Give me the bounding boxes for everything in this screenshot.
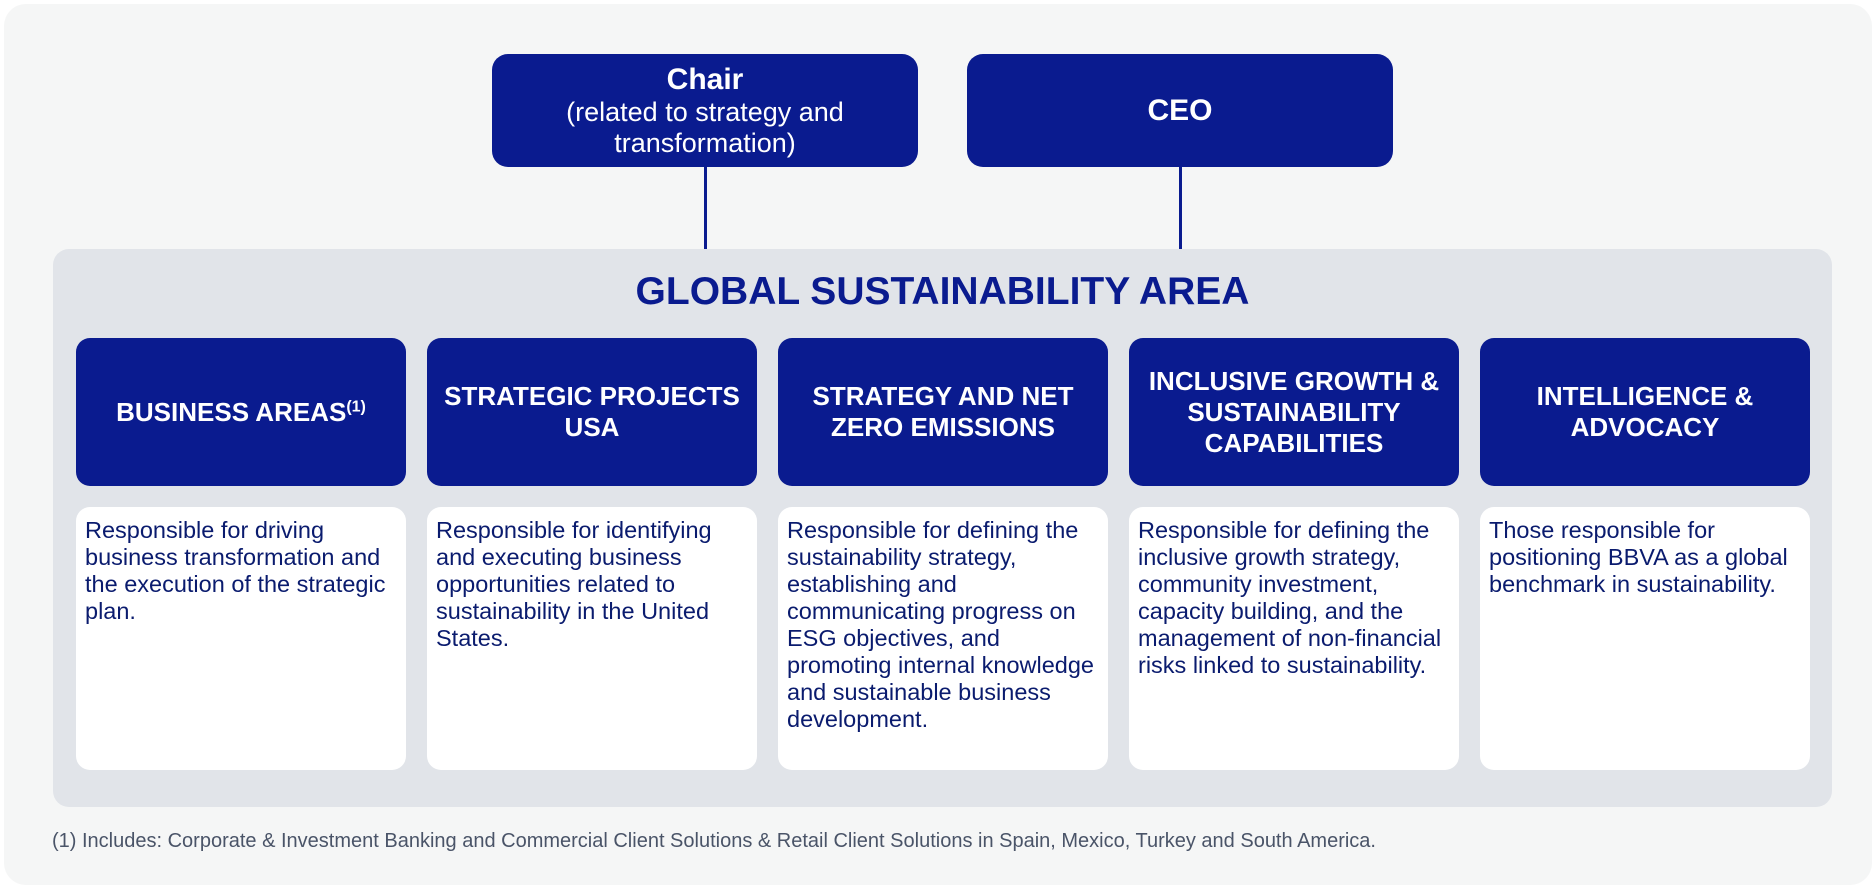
column-heading: INTELLIGENCE & ADVOCACY xyxy=(1480,338,1810,486)
chair-subtitle: (related to strategy and transformation) xyxy=(566,96,844,158)
footnote: (1) Includes: Corporate & Investment Ban… xyxy=(52,830,1376,852)
ceo-title: CEO xyxy=(1147,93,1213,127)
column-description: Responsible for defining the inclusive g… xyxy=(1129,507,1459,770)
column-heading-text: STRATEGY AND NET ZERO EMISSIONS xyxy=(812,381,1074,442)
ceo-box: CEO xyxy=(967,54,1393,167)
column-description: Those responsible for positioning BBVA a… xyxy=(1480,507,1810,770)
column-business-areas: BUSINESS AREAS(1) Responsible for drivin… xyxy=(76,338,406,770)
column-description: Responsible for defining the sustainabil… xyxy=(778,507,1108,770)
column-strategic-projects-usa: STRATEGIC PROJECTS USA Responsible for i… xyxy=(427,338,757,770)
column-strategy-net-zero: STRATEGY AND NET ZERO EMISSIONS Responsi… xyxy=(778,338,1108,770)
column-heading: STRATEGY AND NET ZERO EMISSIONS xyxy=(778,338,1108,486)
column-description: Responsible for driving business transfo… xyxy=(76,507,406,770)
chair-connector-line xyxy=(704,167,707,250)
column-heading: BUSINESS AREAS(1) xyxy=(76,338,406,486)
ceo-connector-line xyxy=(1179,167,1182,250)
column-heading-text: INCLUSIVE GROWTH & SUSTAINABILITY CAPABI… xyxy=(1148,365,1440,458)
column-heading-text: STRATEGIC PROJECTS USA xyxy=(444,381,740,442)
column-heading: STRATEGIC PROJECTS USA xyxy=(427,338,757,486)
column-heading: INCLUSIVE GROWTH & SUSTAINABILITY CAPABI… xyxy=(1129,338,1459,486)
footnote-marker: (1) xyxy=(346,397,366,415)
global-sustainability-area-panel: GLOBAL SUSTAINABILITY AREA BUSINESS AREA… xyxy=(53,249,1832,807)
chair-box: Chair (related to strategy and transform… xyxy=(492,54,918,167)
chair-title: Chair xyxy=(666,62,744,96)
column-description: Responsible for identifying and executin… xyxy=(427,507,757,770)
column-heading-text: INTELLIGENCE & ADVOCACY xyxy=(1536,381,1754,442)
column-inclusive-growth: INCLUSIVE GROWTH & SUSTAINABILITY CAPABI… xyxy=(1129,338,1459,770)
area-title: GLOBAL SUSTAINABILITY AREA xyxy=(635,270,1250,313)
column-intelligence-advocacy: INTELLIGENCE & ADVOCACY Those responsibl… xyxy=(1480,338,1810,770)
diagram-canvas: Chair (related to strategy and transform… xyxy=(4,4,1872,885)
column-heading-text: BUSINESS AREAS xyxy=(116,396,347,427)
